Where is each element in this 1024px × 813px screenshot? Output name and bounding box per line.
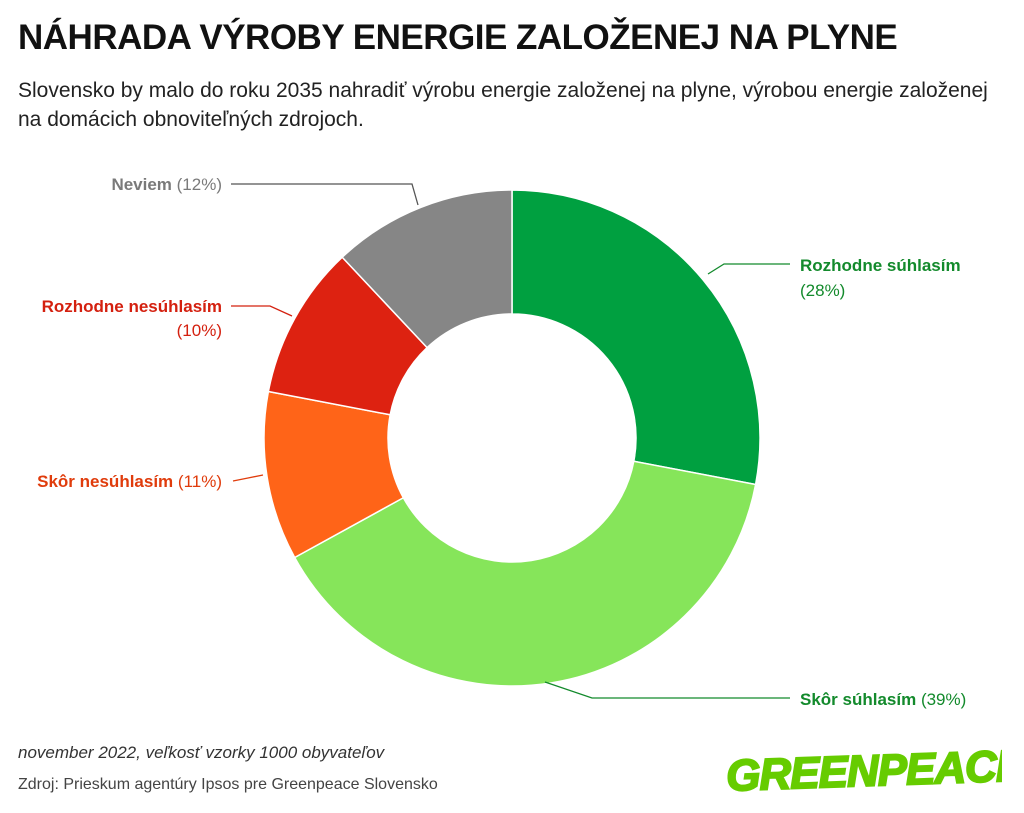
slice-value-rozhodne-suhlasim: (28%) — [800, 281, 845, 300]
slice-label-neviem: Neviem (12%) — [111, 175, 222, 194]
slice-rozhodne-suhlasim — [511, 189, 761, 486]
chart-title: NÁHRADA VÝROBY ENERGIE ZALOŽENEJ NA PLYN… — [18, 18, 898, 57]
slice-label-skor-nesuhlasim: Skôr nesúhlasím (11%) — [37, 472, 222, 491]
slice-neviem — [341, 189, 513, 349]
source-note: Zdroj: Prieskum agentúry Ipsos pre Green… — [18, 776, 438, 793]
leader-line-rozhodne-nesuhlasim — [231, 305, 293, 317]
leader-line-skor-nesuhlasim — [232, 474, 264, 482]
leader-line-rozhodne-suhlasim — [707, 263, 790, 275]
slice-label-skor-suhlasim: Skôr súhlasím (39%) — [800, 690, 966, 709]
chart-subtitle: Slovensko by malo do roku 2035 nahradiť … — [18, 79, 988, 131]
svg-text:GREENPEACE: GREENPEACE — [725, 741, 1002, 800]
greenpeace-logo: GREENPEACE — [724, 740, 1002, 800]
survey-note: november 2022, veľkosť vzorky 1000 obyva… — [18, 743, 385, 762]
slice-label-rozhodne-nesuhlasim: Rozhodne nesúhlasím — [42, 297, 222, 316]
slice-value-rozhodne-nesuhlasim: (10%) — [177, 321, 222, 340]
slice-skor-suhlasim — [293, 460, 757, 687]
leader-line-skor-suhlasim — [544, 681, 790, 699]
leader-line-neviem — [231, 183, 419, 206]
slice-label-rozhodne-suhlasim: Rozhodne súhlasím — [800, 256, 961, 275]
